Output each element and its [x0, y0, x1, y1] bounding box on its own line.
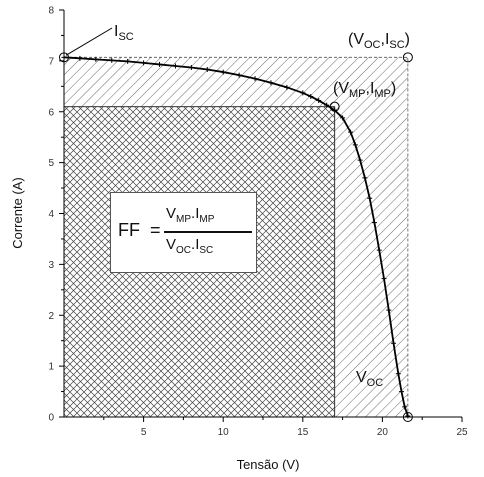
- x-tick-label: 5: [141, 427, 147, 438]
- y-tick-label: 0: [48, 413, 54, 424]
- data-point: [348, 129, 354, 135]
- data-point: [220, 69, 226, 75]
- voc-isc-point: [402, 52, 413, 63]
- voc-annotation: VOC: [356, 369, 383, 389]
- data-point: [376, 247, 382, 253]
- y-tick-label: 7: [48, 56, 54, 67]
- formula-lhs: FF =: [118, 220, 161, 240]
- data-point: [402, 404, 408, 410]
- y-tick-label: 5: [48, 158, 54, 169]
- y-axis-title: Corrente (A): [10, 177, 25, 249]
- formula-numerator: VMP.IMP: [166, 205, 215, 225]
- data-point: [352, 142, 358, 148]
- data-point: [109, 57, 115, 63]
- data-point: [324, 102, 330, 108]
- point-markers: [59, 27, 413, 422]
- data-point: [332, 107, 338, 113]
- formula-denominator: VOC.ISC: [166, 236, 214, 256]
- data-point: [236, 72, 242, 78]
- data-point: [386, 307, 392, 313]
- voc-point: [402, 412, 413, 422]
- voc-isc-annotation: (VOC,ISC): [348, 31, 410, 51]
- max-power-annotation: (VMP,IMP): [333, 80, 396, 100]
- y-tick-label: 4: [48, 209, 54, 220]
- data-point: [77, 55, 83, 61]
- max-power-point: [329, 101, 340, 112]
- isc-point: [59, 52, 69, 63]
- data-point: [357, 157, 363, 163]
- data-point: [157, 61, 163, 67]
- data-point: [316, 98, 322, 104]
- data-point: [300, 90, 306, 96]
- data-point: [141, 60, 147, 66]
- data-point: [252, 76, 258, 82]
- axes: [59, 9, 463, 422]
- data-point: [340, 115, 346, 121]
- data-point: [188, 64, 194, 70]
- fraction-bar: [164, 231, 252, 233]
- x-tick-label: 10: [218, 427, 230, 438]
- data-point: [399, 389, 405, 395]
- x-tick-label: 15: [297, 427, 309, 438]
- y-tick-label: 6: [48, 107, 54, 118]
- data-point: [371, 220, 377, 226]
- data-point: [308, 93, 314, 99]
- data-point: [367, 195, 373, 201]
- x-tick-label: 25: [456, 427, 468, 438]
- y-tick-label: 2: [48, 311, 54, 322]
- data-point: [125, 58, 131, 64]
- fill-factor-formula: FF = VMP.IMP VOC.ISC: [110, 192, 257, 273]
- data-point: [391, 340, 397, 346]
- y-tick-label: 3: [48, 260, 54, 271]
- x-axis-title: Tensão (V): [237, 457, 300, 472]
- isc-leader-line: [65, 27, 113, 56]
- y-tick-label: 8: [48, 6, 54, 17]
- isc-annotation: ISC: [114, 23, 134, 43]
- data-point: [362, 175, 368, 181]
- data-point: [172, 63, 178, 69]
- x-tick-label: 20: [377, 427, 389, 438]
- data-point: [381, 276, 387, 282]
- data-point: [93, 56, 99, 62]
- y-tick-label: 1: [48, 362, 54, 373]
- data-point: [284, 84, 290, 90]
- data-point: [405, 413, 411, 419]
- data-point: [395, 371, 401, 377]
- data-point: [268, 80, 274, 86]
- data-point: [61, 54, 67, 60]
- data-point: [204, 67, 210, 73]
- axis-labels: 0 1 2 3 4 5 6 7 8 5 10 15 20 25: [48, 6, 468, 439]
